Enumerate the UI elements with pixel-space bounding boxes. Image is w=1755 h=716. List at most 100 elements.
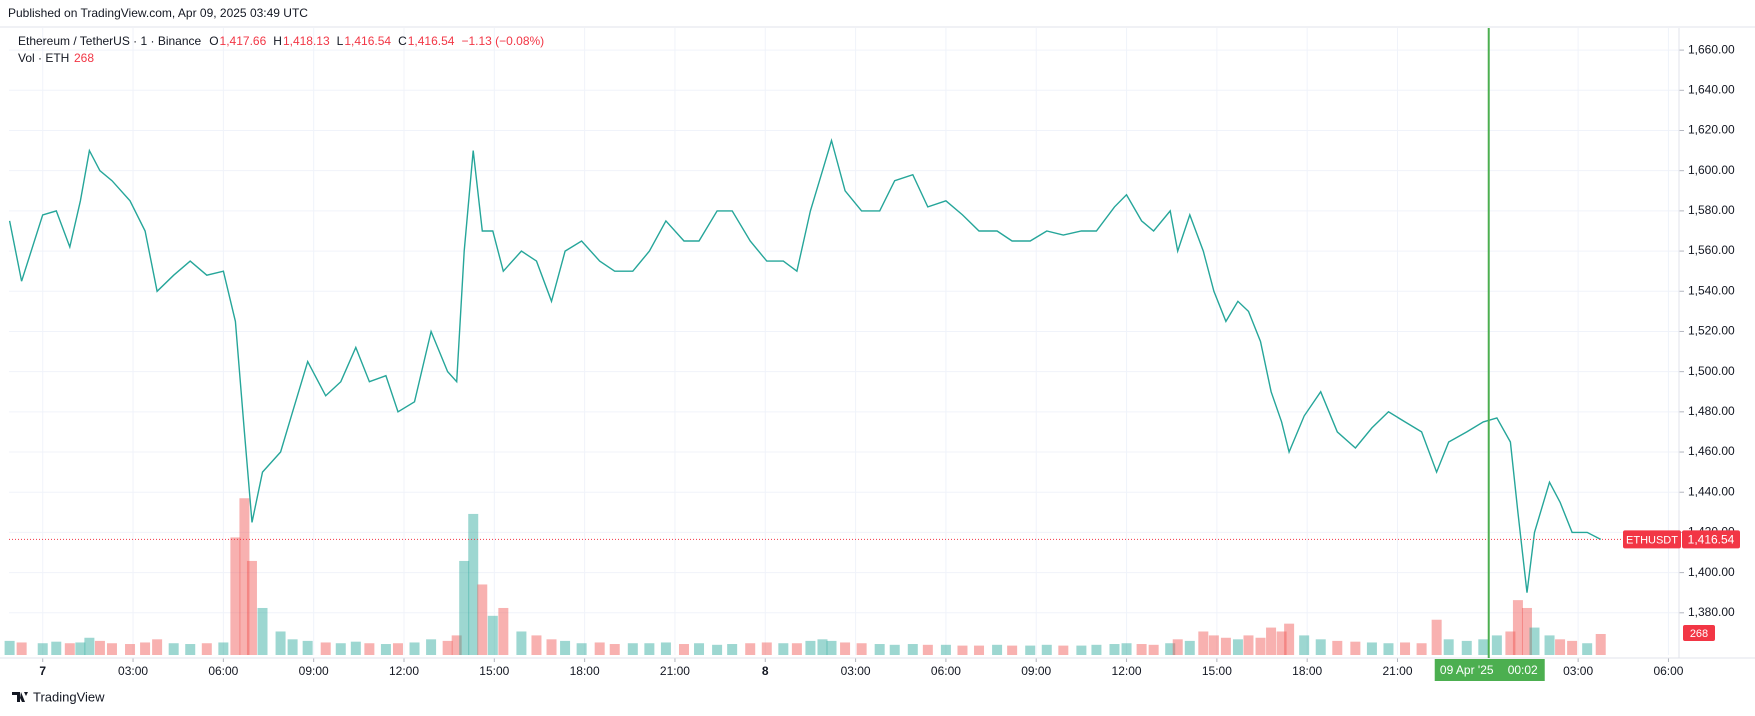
volume-bar <box>350 641 361 655</box>
y-tick-label: 1,520.00 <box>1688 324 1735 338</box>
volume-bar <box>426 639 437 655</box>
volume-bar <box>1121 643 1132 655</box>
last-price-value-tag <box>1682 530 1740 549</box>
volume-bar <box>609 644 620 655</box>
x-tick-label: 09:00 <box>299 664 329 678</box>
y-tick-label: 1,460.00 <box>1688 444 1735 458</box>
volume-bar <box>459 560 470 655</box>
volume-bar <box>1461 640 1472 655</box>
ohlc-value: 1,416.54 <box>344 34 391 48</box>
volume-bar <box>230 537 241 655</box>
volume-bar <box>678 644 689 655</box>
ohlc-value: 1,417.66 <box>220 34 267 48</box>
volume-bar <box>1383 643 1394 655</box>
change: −1.13 (−0.08%) <box>461 34 544 48</box>
volume-bar <box>874 644 885 655</box>
volume-bar <box>498 607 509 655</box>
volume-bar <box>546 639 557 655</box>
volume-bar <box>185 644 196 655</box>
volume-bar <box>805 640 816 655</box>
volume-bar <box>1058 645 1069 655</box>
y-tick-label: 1,660.00 <box>1688 42 1735 56</box>
x-tick-label: 15:00 <box>1202 664 1232 678</box>
y-tick-label: 1,440.00 <box>1688 484 1735 498</box>
volume-bar <box>660 642 671 655</box>
volume-bar <box>1184 640 1195 655</box>
x-tick-label: 12:00 <box>389 664 419 678</box>
volume-bar <box>1443 639 1454 655</box>
x-tick-label: 8 <box>762 664 769 678</box>
last-price-tag <box>1623 530 1681 549</box>
volume-bar <box>1255 637 1266 655</box>
grid <box>9 28 1679 655</box>
x-tick-label: 06:00 <box>1653 664 1683 678</box>
volume-bar <box>761 642 772 655</box>
volume-bar <box>922 644 933 655</box>
brand: TradingView <box>33 689 105 704</box>
x-tick-label: 21:00 <box>660 664 690 678</box>
volume-bar <box>1567 640 1578 655</box>
volume-bar <box>644 643 655 655</box>
volume-bar <box>302 640 313 655</box>
volume-bar <box>1076 645 1087 655</box>
volume-bar <box>694 643 705 655</box>
volume-bar <box>1595 633 1606 655</box>
volume-bar <box>594 642 605 655</box>
y-tick-label: 1,640.00 <box>1688 82 1735 96</box>
volume-bar <box>380 644 391 655</box>
volume-bar <box>1220 637 1231 655</box>
y-tick-label: 1,380.00 <box>1688 605 1735 619</box>
volume-bar <box>1041 644 1052 655</box>
volume-bar <box>84 637 95 655</box>
price-line <box>8 137 1602 593</box>
volume-bar <box>287 639 298 655</box>
volume-bar <box>889 644 900 655</box>
volume-bar <box>1284 623 1295 655</box>
x-tick-label: 15:00 <box>479 664 509 678</box>
volume-last: 268 <box>74 51 94 65</box>
volume-bar <box>1582 643 1593 655</box>
ohlc-key: C <box>398 34 407 48</box>
volume-bar <box>817 639 828 655</box>
y-tick-label: 1,580.00 <box>1688 203 1735 217</box>
footer-logo: TradingView <box>12 689 105 704</box>
volume-bar <box>1109 644 1120 655</box>
volume-bar <box>275 631 286 655</box>
volume-legend: Vol · ETH <box>18 51 69 65</box>
volume-bar <box>516 631 527 655</box>
volume-bar <box>75 642 86 655</box>
y-tick-label: 1,500.00 <box>1688 364 1735 378</box>
ohlc-value: 1,416.54 <box>408 34 455 48</box>
volume-bar <box>1208 635 1219 655</box>
logo-mark <box>12 692 28 702</box>
x-tick-label: 06:00 <box>931 664 961 678</box>
volume-bar <box>1529 627 1540 655</box>
volume-bar <box>745 643 756 655</box>
volume-bar <box>712 644 723 655</box>
volume-bar <box>1332 640 1343 655</box>
ohlc-value: 1,418.13 <box>283 34 330 48</box>
x-tick-label: 09:00 <box>1021 664 1051 678</box>
volume-bar <box>992 644 1003 655</box>
volume-bar <box>1512 600 1523 655</box>
volume-bar <box>1007 645 1018 655</box>
y-tick-label: 1,600.00 <box>1688 163 1735 177</box>
volume-bar <box>451 635 462 655</box>
volume-bar <box>1136 644 1147 655</box>
volume-bar <box>37 643 48 655</box>
volume-bar <box>201 643 212 655</box>
x-tick-label: 7 <box>39 664 46 678</box>
volume-bar <box>1148 644 1159 655</box>
volume-bar <box>1165 643 1176 655</box>
volume-bar <box>907 644 918 655</box>
volume-bar <box>940 644 951 655</box>
volume-bar <box>1198 631 1209 655</box>
volume-bar <box>487 615 498 655</box>
x-tick-label: 03:00 <box>1563 664 1593 678</box>
x-tick-label: 12:00 <box>1112 664 1142 678</box>
volume-bar <box>468 513 479 655</box>
volume-bar <box>826 640 837 655</box>
volume-bar <box>442 640 453 655</box>
symbol: Ethereum / TetherUS · 1 · Binance <box>18 34 202 48</box>
